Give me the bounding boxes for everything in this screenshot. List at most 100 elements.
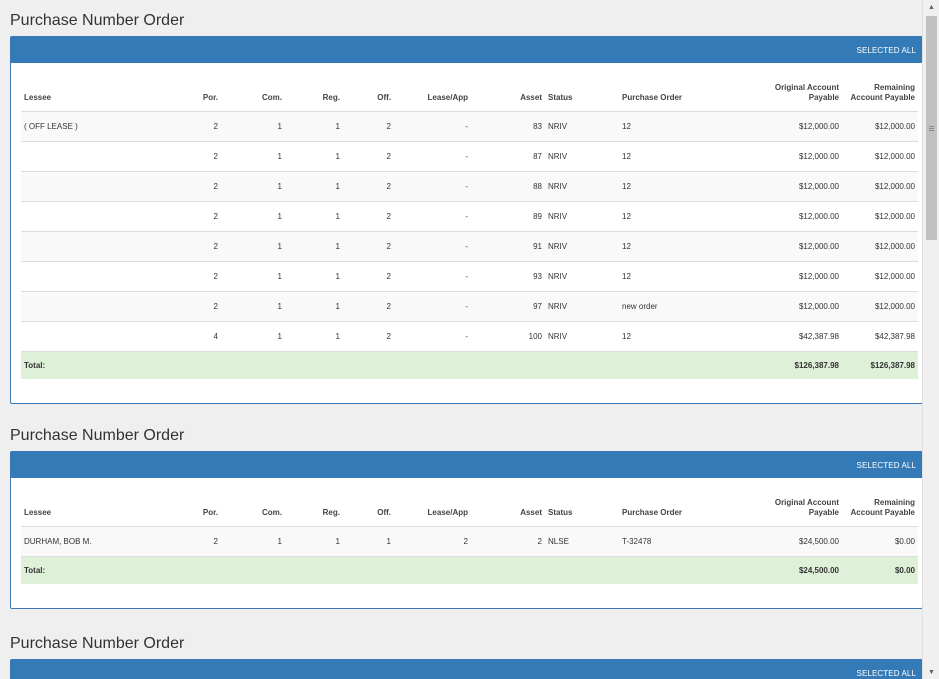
column-header-asset[interactable]: Asset [520, 507, 542, 517]
cell-lessee: ( OFF LEASE ) [21, 110, 176, 141]
cell-com: 1 [221, 110, 285, 141]
table-row[interactable]: 2 1 1 2-93 NRIV 12 $12,000.00 $12,000.00 [21, 260, 918, 291]
cell-asset: 88 [471, 170, 545, 201]
panel-header: SELECTED ALL [11, 37, 922, 63]
cell-original: $12,000.00 [764, 140, 842, 171]
header-line: Account Payable [850, 92, 915, 102]
total-remaining: $0.00 [842, 555, 918, 584]
column-header-off[interactable]: Off. [377, 92, 391, 102]
column-header-reg[interactable]: Reg. [322, 507, 340, 517]
cell-lessee: DURHAM, BOB M. [21, 525, 176, 556]
vertical-scrollbar[interactable]: ▲ ▼ [922, 0, 939, 679]
cell-original: $42,387.98 [764, 320, 842, 351]
column-header-lease-app[interactable]: Lease/App [427, 92, 468, 102]
cell-com: 1 [221, 140, 285, 171]
column-header-lessee[interactable]: Lessee [24, 507, 52, 517]
header-line: Account Payable [850, 507, 915, 517]
cell-com: 1 [221, 260, 285, 291]
select-all-button[interactable]: SELECTED ALL [856, 668, 916, 678]
cell-purchase-order: T-32478 [619, 525, 764, 556]
column-header-reg[interactable]: Reg. [322, 92, 340, 102]
cell-lease-app: - [394, 200, 471, 231]
column-header-status[interactable]: Status [548, 92, 573, 102]
cell-por: 2 [176, 170, 221, 201]
cell-remaining: $12,000.00 [842, 230, 918, 261]
column-header-por[interactable]: Por. [202, 507, 218, 517]
cell-reg: 1 [285, 525, 343, 556]
table-row[interactable]: DURHAM, BOB M. 2 1 1 1 2 2 NLSE T-32478 $24,500.0… [21, 525, 918, 556]
cell-remaining: $12,000.00 [842, 170, 918, 201]
column-header-off[interactable]: Off. [377, 507, 391, 517]
cell-status: NRIV [545, 290, 619, 321]
total-label: Total: [21, 350, 764, 379]
cell-com: 1 [221, 230, 285, 261]
total-original: $126,387.98 [764, 350, 842, 379]
cell-status: NRIV [545, 200, 619, 231]
cell-lessee [21, 320, 176, 351]
column-header-status[interactable]: Status [548, 507, 573, 517]
cell-purchase-order: 12 [619, 230, 764, 261]
cell-lessee [21, 200, 176, 231]
order-section: Purchase Number Order SELECTED ALL Lessee P… [0, 425, 922, 609]
cell-reg: 1 [285, 140, 343, 171]
cell-off: 2 [343, 200, 394, 231]
table-row[interactable]: ( OFF LEASE ) 2 1 1 2-83 NRIV 12 $12,000.00 $12,… [21, 110, 918, 141]
cell-remaining: $12,000.00 [842, 200, 918, 231]
cell-remaining: $42,387.98 [842, 320, 918, 351]
scroll-down-arrow-icon[interactable]: ▼ [928, 668, 935, 676]
cell-reg: 1 [285, 290, 343, 321]
cell-off: 2 [343, 230, 394, 261]
column-header-remaining[interactable]: Remaining Account Payable [842, 478, 918, 526]
table-row[interactable]: 2 1 1 2-88 NRIV 12 $12,000.00 $12,000.00 [21, 170, 918, 201]
column-header-com[interactable]: Com. [262, 92, 282, 102]
cell-remaining: $0.00 [842, 525, 918, 556]
select-all-button[interactable]: SELECTED ALL [856, 45, 916, 55]
scrollbar-thumb[interactable] [926, 16, 937, 240]
column-header-purchase-order[interactable]: Purchase Order [622, 92, 683, 102]
cell-status: NRIV [545, 170, 619, 201]
section-title: Purchase Number Order [10, 12, 185, 29]
cell-lessee [21, 170, 176, 201]
order-section: Purchase Number Order SELECTED ALL Lessee P… [0, 10, 922, 404]
panel-header: SELECTED ALL [11, 660, 922, 679]
scroll-up-arrow-icon[interactable]: ▲ [928, 3, 935, 11]
column-header-lessee[interactable]: Lessee [24, 92, 52, 102]
column-header-remaining[interactable]: Remaining Account Payable [842, 63, 918, 111]
select-all-button[interactable]: SELECTED ALL [856, 460, 916, 470]
column-header-original[interactable]: Original Account Payable [764, 63, 842, 111]
order-panel: SELECTED ALL Lessee Por. Com. Reg. Off. Lease/… [10, 451, 922, 609]
cell-remaining: $12,000.00 [842, 290, 918, 321]
cell-asset: 100 [471, 320, 545, 351]
cell-purchase-order: 12 [619, 110, 764, 141]
table-row[interactable]: 2 1 1 2-91 NRIV 12 $12,000.00 $12,000.00 [21, 230, 918, 261]
cell-off: 2 [343, 140, 394, 171]
cell-original: $24,500.00 [764, 525, 842, 556]
table-row[interactable]: 4 1 1 2-100 NRIV 12 $42,387.98 $42,387.98 [21, 320, 918, 351]
cell-asset: 93 [471, 260, 545, 291]
cell-purchase-order: 12 [619, 200, 764, 231]
column-header-purchase-order[interactable]: Purchase Order [622, 507, 683, 517]
column-header-original[interactable]: Original Account Payable [764, 478, 842, 526]
total-label: Total: [21, 555, 764, 584]
table-row[interactable]: 2 1 1 2-97 NRIV new order $12,000.00 $12,000.00 [21, 290, 918, 321]
column-header-lease-app[interactable]: Lease/App [427, 507, 468, 517]
cell-original: $12,000.00 [764, 290, 842, 321]
grip-icon [929, 125, 934, 131]
cell-lease-app: - [394, 230, 471, 261]
cell-off: 1 [343, 525, 394, 556]
cell-status: NRIV [545, 320, 619, 351]
cell-original: $12,000.00 [764, 110, 842, 141]
panel-body: Lessee Por. Com. Reg. Off. Lease/App Asset Stat… [11, 478, 922, 608]
column-header-asset[interactable]: Asset [520, 92, 542, 102]
cell-lessee [21, 260, 176, 291]
cell-com: 1 [221, 290, 285, 321]
column-header-com[interactable]: Com. [262, 507, 282, 517]
cell-remaining: $12,000.00 [842, 110, 918, 141]
cell-purchase-order: 12 [619, 260, 764, 291]
total-row: Total: $126,387.98 $126,387.98 [21, 350, 918, 379]
table-row[interactable]: 2 1 1 2-87 NRIV 12 $12,000.00 $12,000.00 [21, 140, 918, 171]
column-header-por[interactable]: Por. [202, 92, 218, 102]
cell-reg: 1 [285, 320, 343, 351]
cell-status: NRIV [545, 140, 619, 171]
table-row[interactable]: 2 1 1 2-89 NRIV 12 $12,000.00 $12,000.00 [21, 200, 918, 231]
